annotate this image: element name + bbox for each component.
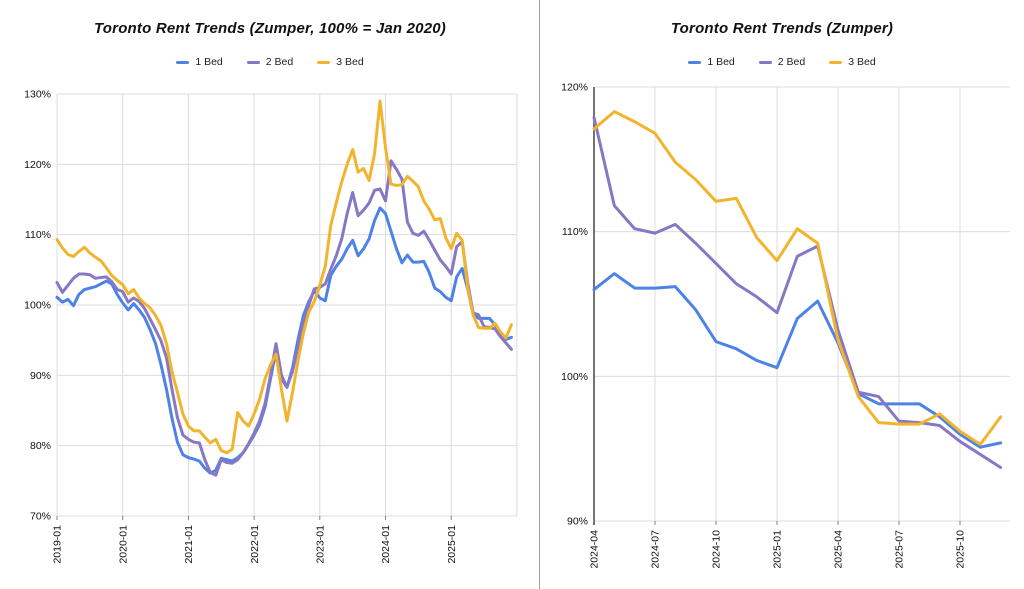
svg-text:2024-01: 2024-01 <box>380 525 392 564</box>
svg-text:120%: 120% <box>24 159 51 171</box>
line-chart-left: 130% 120% 110% 100% 90% 80% 70%2019-01 2020-01 2… <box>24 89 518 564</box>
line-chart-right: 120% 110% 100% 90%2024-04 2024-07 2024-10 2025… <box>561 82 1010 569</box>
svg-text:2023-01: 2023-01 <box>314 525 326 564</box>
svg-text:2020-01: 2020-01 <box>117 525 129 564</box>
chart-panel-left: Toronto Rent Trends (Zumper, 100% = Jan … <box>0 20 540 564</box>
legend-swatch-1bed <box>688 60 702 64</box>
legend-item-1bed: 1 Bed <box>688 56 735 68</box>
svg-text:2025-01: 2025-01 <box>446 525 458 564</box>
svg-text:110%: 110% <box>25 229 51 241</box>
chart-title-left: Toronto Rent Trends (Zumper, 100% = Jan … <box>93 20 446 37</box>
svg-text:2024-07: 2024-07 <box>650 530 662 569</box>
svg-text:80%: 80% <box>30 440 51 452</box>
legend-item-3bed: 3 Bed <box>317 56 364 68</box>
svg-text:2024-10: 2024-10 <box>711 530 723 569</box>
svg-text:90%: 90% <box>30 370 51 382</box>
svg-text:2022-01: 2022-01 <box>249 525 261 564</box>
legend-right: 1 Bed 2 Bed 3 Bed <box>540 56 1024 68</box>
panel-divider <box>539 0 540 589</box>
legend-swatch-1bed <box>176 60 190 64</box>
legend-label-3bed: 3 Bed <box>848 56 876 68</box>
legend-label-2bed: 2 Bed <box>265 56 294 68</box>
svg-text:120%: 120% <box>561 82 588 94</box>
legend-label-3bed: 3 Bed <box>336 56 364 68</box>
svg-text:100%: 100% <box>24 300 51 312</box>
svg-text:130%: 130% <box>24 89 51 101</box>
svg-text:70%: 70% <box>30 511 51 523</box>
svg-text:100%: 100% <box>561 371 588 383</box>
legend-swatch-3bed <box>829 60 843 64</box>
svg-text:2025-10: 2025-10 <box>955 530 967 569</box>
svg-text:2025-01: 2025-01 <box>772 530 784 569</box>
svg-text:2025-04: 2025-04 <box>833 530 845 569</box>
legend-item-3bed: 3 Bed <box>829 56 876 68</box>
legend-item-2bed: 2 Bed <box>758 56 806 68</box>
legend-label-1bed: 1 Bed <box>195 56 223 68</box>
chart-panel-right: Toronto Rent Trends (Zumper) 1 Bed 2 Bed… <box>540 0 1024 589</box>
svg-text:110%: 110% <box>562 226 588 238</box>
legend-item-2bed: 2 Bed <box>246 56 294 68</box>
legend-swatch-3bed <box>317 60 331 64</box>
legend-left: 1 Bed 2 Bed 3 Bed <box>0 56 540 68</box>
legend-label-2bed: 2 Bed <box>777 56 806 68</box>
chart-title-right: Toronto Rent Trends (Zumper) <box>670 20 894 37</box>
svg-text:90%: 90% <box>567 516 588 528</box>
legend-swatch-2bed <box>246 60 260 64</box>
svg-text:2019-01: 2019-01 <box>52 525 64 564</box>
legend-item-1bed: 1 Bed <box>176 56 223 68</box>
svg-text:2025-07: 2025-07 <box>894 530 906 569</box>
svg-text:2021-01: 2021-01 <box>183 525 195 564</box>
legend-swatch-2bed <box>758 60 772 64</box>
legend-label-1bed: 1 Bed <box>707 56 735 68</box>
svg-text:2024-04: 2024-04 <box>589 530 601 569</box>
